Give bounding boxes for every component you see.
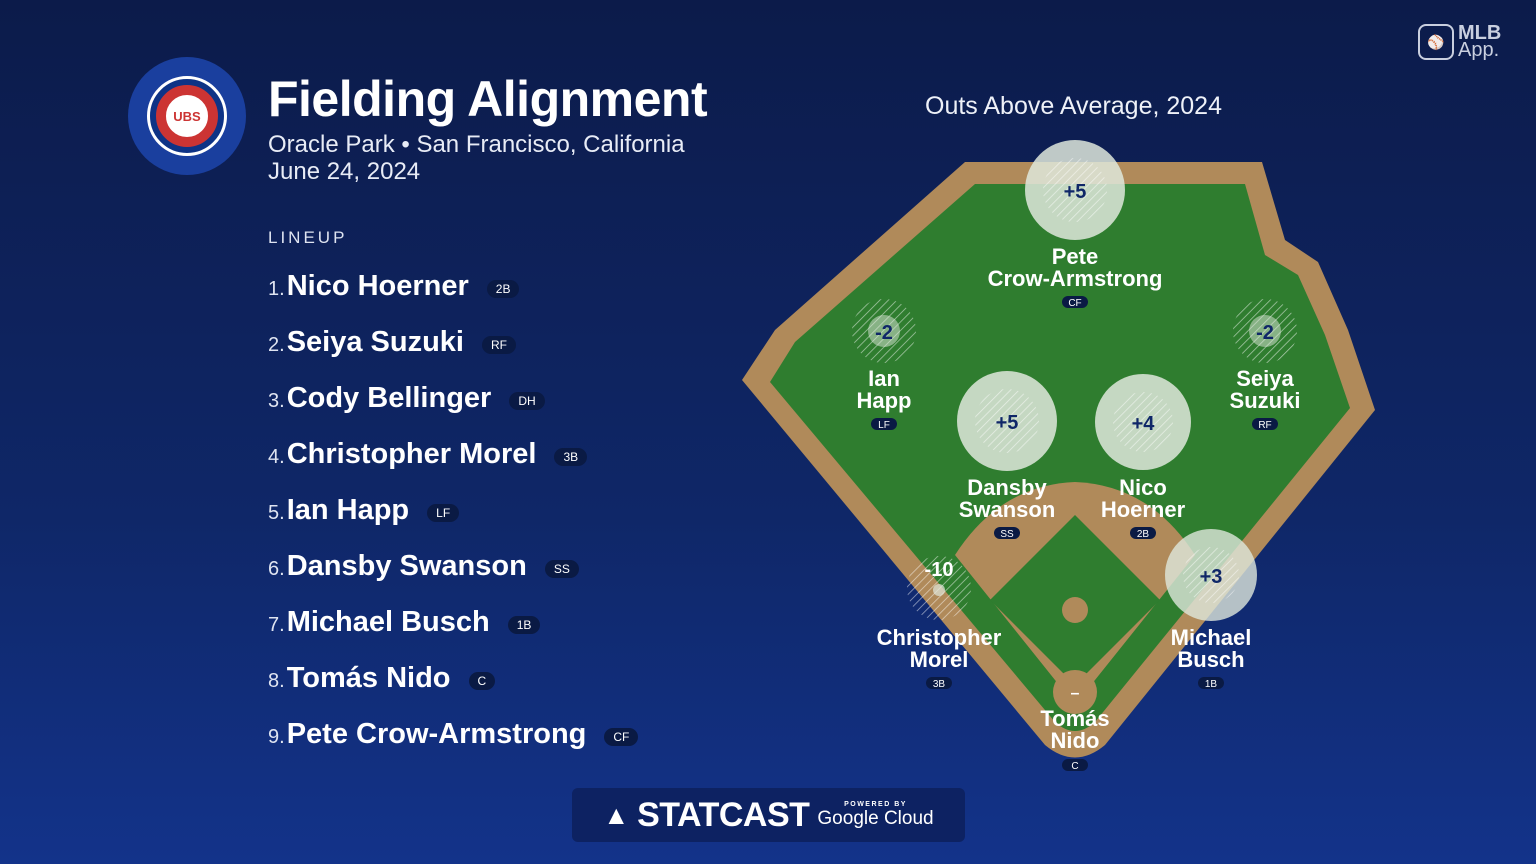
- position-badge: 3B: [554, 448, 588, 466]
- lineup-item: 8. Tomás Nido C: [268, 650, 638, 706]
- fielder-3b[interactable]: -10 Christopher Morel 3B: [877, 556, 1002, 690]
- svg-text:-2: -2: [1256, 322, 1274, 344]
- svg-text:Michael: Michael: [1171, 625, 1252, 650]
- svg-text:Happ: Happ: [857, 388, 912, 413]
- fielder-2b[interactable]: +4 Nico Hoerner 2B: [1095, 374, 1191, 540]
- lineup-item: 2. Seiya Suzuki RF: [268, 314, 638, 370]
- position-badge: 1B: [507, 616, 541, 634]
- page-title: Fielding Alignment: [268, 71, 708, 127]
- lineup-heading: LINEUP: [268, 228, 348, 247]
- outfield-grass: [770, 184, 1350, 731]
- svg-text:Christopher: Christopher: [877, 625, 1002, 650]
- svg-text:Seiya: Seiya: [1236, 366, 1294, 391]
- venue: Oracle Park • San Francisco, California: [268, 131, 685, 158]
- subtitle: Oracle Park • San Francisco, California J…: [268, 131, 685, 185]
- lineup-item: 3. Cody Bellinger DH: [268, 370, 638, 426]
- position-badge: RF: [482, 336, 516, 354]
- svg-text:Busch: Busch: [1177, 647, 1244, 672]
- statcast-footer: ▲ STATCAST POWERED BY Google Cloud: [572, 788, 965, 842]
- svg-text:SS: SS: [1000, 529, 1014, 540]
- svg-text:Nido: Nido: [1051, 728, 1100, 753]
- lineup-item: 1. Nico Hoerner 2B: [268, 258, 638, 314]
- fielder-ss[interactable]: +5 Dansby Swanson SS: [957, 371, 1057, 540]
- mlb-batter-icon: ▲: [603, 799, 630, 830]
- svg-text:Hoerner: Hoerner: [1101, 497, 1186, 522]
- svg-text:-10: -10: [925, 559, 954, 581]
- svg-text:–: –: [1071, 685, 1080, 702]
- position-badge: CF: [604, 728, 639, 746]
- svg-text:C: C: [1071, 761, 1078, 772]
- position-badge: C: [468, 672, 496, 690]
- field-title: Outs Above Average, 2024: [925, 92, 1222, 120]
- svg-text:1B: 1B: [1205, 679, 1218, 690]
- svg-text:+5: +5: [1064, 181, 1087, 203]
- svg-text:Nico: Nico: [1119, 475, 1167, 500]
- mlb-batter-icon: ⚾: [1418, 24, 1454, 60]
- fielder-1b[interactable]: +3 Michael Busch 1B: [1165, 529, 1257, 690]
- svg-text:+4: +4: [1132, 413, 1156, 435]
- home-plate-circle: [1053, 670, 1097, 714]
- lineup-item: 5. Ian Happ LF: [268, 482, 638, 538]
- svg-text:RF: RF: [1258, 420, 1271, 431]
- svg-text:CF: CF: [1068, 298, 1081, 309]
- position-badge: 2B: [486, 280, 520, 298]
- date: June 24, 2024: [268, 158, 421, 185]
- svg-text:Ian: Ian: [868, 366, 900, 391]
- svg-text:+3: +3: [1200, 566, 1223, 588]
- position-badge: LF: [427, 504, 460, 522]
- svg-text:Pete: Pete: [1052, 244, 1098, 269]
- lineup-list: 1. Nico Hoerner 2B 2. Seiya Suzuki RF 3. Cody…: [268, 258, 639, 762]
- fielder-c[interactable]: – Tomás Nido C: [1040, 685, 1109, 772]
- mlb-app-logo: ⚾ MLB App.: [1418, 23, 1501, 60]
- fielder-rf[interactable]: -2 Seiya Suzuki RF: [1230, 299, 1301, 431]
- svg-text:2B: 2B: [1137, 529, 1150, 540]
- svg-text:Crow-Armstrong: Crow-Armstrong: [988, 266, 1163, 291]
- lineup-item: 9. Pete Crow-Armstrong CF: [268, 706, 639, 762]
- svg-text:Swanson: Swanson: [959, 497, 1056, 522]
- svg-text:Morel: Morel: [910, 647, 969, 672]
- cubs-logo: UBS: [128, 57, 246, 175]
- lineup-item: 6. Dansby Swanson SS: [268, 538, 638, 594]
- svg-text:Tomás: Tomás: [1040, 706, 1109, 731]
- svg-text:-2: -2: [875, 322, 893, 344]
- lineup-item: 7. Michael Busch 1B: [268, 594, 638, 650]
- svg-text:Suzuki: Suzuki: [1230, 388, 1301, 413]
- pitchers-mound: [1062, 597, 1088, 623]
- fielder-cf[interactable]: +5 Pete Crow-Armstrong CF: [988, 140, 1163, 309]
- lineup-item: 4. Christopher Morel 3B: [268, 426, 638, 482]
- position-badge: SS: [544, 560, 579, 578]
- fielder-lf[interactable]: -2 Ian Happ LF: [852, 299, 916, 431]
- svg-text:+5: +5: [996, 412, 1019, 434]
- svg-text:Dansby: Dansby: [967, 475, 1047, 500]
- svg-text:3B: 3B: [933, 679, 946, 690]
- position-badge: DH: [509, 392, 545, 410]
- svg-text:LF: LF: [878, 420, 890, 431]
